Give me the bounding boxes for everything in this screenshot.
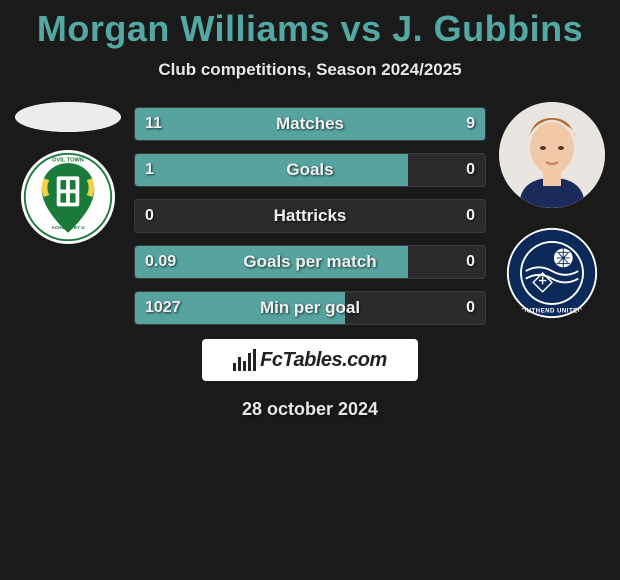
stat-label: Matches [276, 114, 344, 134]
page-title: Morgan Williams vs J. Gubbins [0, 0, 620, 50]
stat-value-left: 1 [145, 161, 154, 179]
stat-value-right: 0 [466, 253, 475, 271]
stat-value-left: 11 [145, 115, 162, 133]
stat-value-right: 0 [466, 299, 475, 317]
stat-value-left: 0 [145, 207, 154, 225]
avatar-placeholder-icon [15, 102, 121, 132]
stat-value-right: 0 [466, 207, 475, 225]
stat-bar-left [135, 154, 408, 186]
stat-value-right: 0 [466, 161, 475, 179]
comparison-content: OVIL TOWN ACHIEVE BY U 11 9 Matches 1 0 Goals… [0, 102, 620, 325]
stat-row: 0.09 0 Goals per match [134, 245, 486, 279]
southend-crest-icon: OUTHEND UNITED [505, 226, 599, 320]
stat-label: Min per goal [260, 298, 360, 318]
stats-panel: 11 9 Matches 1 0 Goals 0 0 Hattricks 0.09 0 Goals p… [128, 102, 492, 325]
page-subtitle: Club competitions, Season 2024/2025 [0, 60, 620, 80]
svg-text:ACHIEVE BY U: ACHIEVE BY U [51, 225, 85, 230]
right-club-badge: OUTHEND UNITED [505, 226, 599, 320]
stat-row: 11 9 Matches [134, 107, 486, 141]
stat-row: 0 0 Hattricks [134, 199, 486, 233]
left-player-avatar [15, 102, 121, 132]
stat-value-left: 0.09 [145, 253, 176, 271]
stat-row: 1 0 Goals [134, 153, 486, 187]
right-player-avatar [499, 102, 605, 208]
brand-link[interactable]: FcTables.com [202, 339, 418, 381]
svg-text:OVIL TOWN: OVIL TOWN [52, 157, 84, 163]
stat-value-left: 1027 [145, 299, 181, 317]
stat-value-right: 9 [466, 115, 475, 133]
stat-bar-right [328, 108, 486, 140]
brand-chart-icon [233, 349, 256, 371]
stat-label: Goals per match [243, 252, 376, 272]
player-photo-icon [499, 102, 605, 208]
page-root: Morgan Williams vs J. Gubbins Club compe… [0, 0, 620, 580]
brand-text: FcTables.com [260, 349, 387, 372]
right-player-column: OUTHEND UNITED [492, 102, 612, 320]
stat-row: 1027 0 Min per goal [134, 291, 486, 325]
left-player-column: OVIL TOWN ACHIEVE BY U [8, 102, 128, 244]
svg-text:OUTHEND UNITED: OUTHEND UNITED [521, 307, 582, 314]
stat-label: Hattricks [274, 206, 347, 226]
yeovil-crest-icon: OVIL TOWN ACHIEVE BY U [21, 150, 115, 244]
stat-label: Goals [286, 160, 333, 180]
comparison-date: 28 october 2024 [0, 399, 620, 420]
left-club-badge: OVIL TOWN ACHIEVE BY U [21, 150, 115, 244]
